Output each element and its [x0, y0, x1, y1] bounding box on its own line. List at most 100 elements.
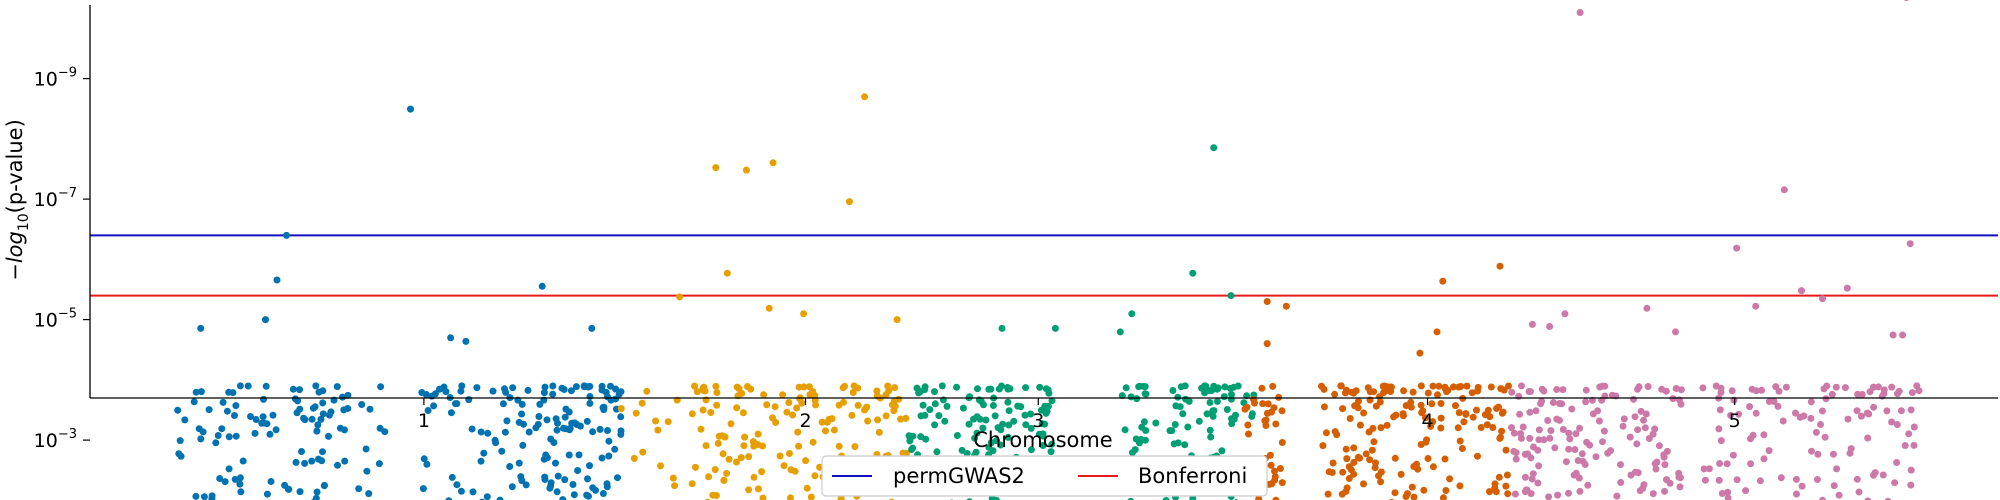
snp-point [671, 482, 679, 490]
snp-point [1547, 427, 1555, 435]
snp-point [263, 420, 271, 428]
snp-point [771, 403, 779, 411]
snp-point [1423, 436, 1430, 444]
snp-point [697, 425, 705, 433]
snp-point [341, 457, 349, 465]
snp-point [1864, 497, 1872, 500]
y-tick-label: 10−3 [34, 427, 77, 452]
snp-point [1047, 448, 1055, 456]
snp-point [1510, 447, 1518, 455]
snp-point [617, 405, 625, 413]
snp-point [791, 467, 799, 475]
x-axis-label: Chromosome [973, 428, 1112, 452]
snp-point [1526, 434, 1534, 442]
snp-point [1450, 383, 1457, 391]
snp-point [366, 405, 374, 413]
snp-point [1230, 415, 1238, 423]
snp-point [1913, 382, 1921, 390]
legend: permGWAS2 Bonferroni [821, 455, 1268, 497]
snp-point [1538, 385, 1546, 393]
snp-point [1010, 417, 1018, 425]
snp-point [1883, 407, 1891, 415]
snp-point [1733, 476, 1741, 484]
snp-point [1174, 393, 1182, 401]
snp-point [779, 391, 787, 399]
snp-point [214, 432, 222, 439]
snp-point [1048, 440, 1056, 448]
snp-point [567, 387, 575, 395]
snp-point [1210, 382, 1218, 390]
snp-point [589, 428, 597, 436]
snp-point [1814, 450, 1822, 458]
snp-point [1206, 426, 1214, 434]
snp-point [1356, 421, 1364, 429]
snp-point [1760, 431, 1768, 439]
snp-point [262, 382, 270, 390]
snp-point [457, 487, 465, 495]
snp-point [1004, 398, 1012, 406]
snp-point [1893, 421, 1901, 428]
series-4 [1241, 262, 1512, 500]
snp-point [1005, 407, 1013, 415]
snp-point [263, 490, 271, 498]
snp-point [362, 445, 370, 453]
snp-point [989, 402, 997, 409]
snp-point [605, 437, 613, 445]
snp-point [1181, 382, 1189, 390]
snp-point [908, 446, 916, 453]
snp-point [311, 403, 319, 411]
snp-point [1521, 473, 1529, 481]
snp-point [1209, 412, 1217, 420]
snp-point [840, 398, 847, 406]
y-tick-label: 10−7 [34, 186, 77, 211]
snp-point [381, 428, 389, 436]
snp-point [974, 385, 981, 393]
snp-point [1400, 387, 1408, 395]
snp-point [1705, 465, 1713, 473]
snp-point [492, 439, 500, 447]
snp-point [572, 383, 580, 391]
snp-point [232, 402, 240, 410]
x-tick-label: 5 [1729, 410, 1741, 432]
snp-point [1262, 416, 1270, 424]
snp-point [1661, 461, 1669, 469]
snp-point [1354, 404, 1362, 412]
snp-point [811, 472, 819, 480]
snp-point [1138, 423, 1146, 431]
snp-point [632, 409, 640, 417]
snp-point [565, 451, 573, 459]
snp-point [812, 401, 820, 409]
snp-point [540, 389, 548, 397]
snp-point [1276, 465, 1284, 472]
snp-point [825, 415, 833, 423]
snp-point [1387, 383, 1395, 391]
snp-point [1747, 460, 1755, 468]
snp-point [1576, 424, 1584, 432]
snp-point [1553, 386, 1561, 393]
snp-point [509, 384, 517, 392]
snp-point [982, 416, 990, 424]
snp-point [480, 449, 488, 457]
snp-point [1752, 302, 1760, 310]
snp-point [1888, 418, 1896, 426]
snp-point [1170, 440, 1178, 448]
snp-point [652, 417, 660, 425]
snp-point [1342, 487, 1350, 495]
snp-point [1568, 405, 1576, 413]
snp-point [850, 382, 858, 390]
snp-point [916, 388, 924, 395]
snp-point [365, 490, 373, 498]
snp-point [312, 494, 320, 500]
snp-point [917, 433, 925, 441]
snp-point [1407, 403, 1415, 411]
snp-point [1576, 487, 1584, 495]
snp-point [874, 416, 882, 424]
snp-point [1141, 383, 1149, 391]
snp-point [1446, 475, 1454, 483]
snp-point [1132, 435, 1140, 443]
snp-point [1038, 420, 1046, 428]
snp-point [269, 411, 277, 419]
snp-point [1879, 471, 1887, 479]
snp-point [1346, 415, 1354, 422]
snp-point [586, 462, 593, 470]
